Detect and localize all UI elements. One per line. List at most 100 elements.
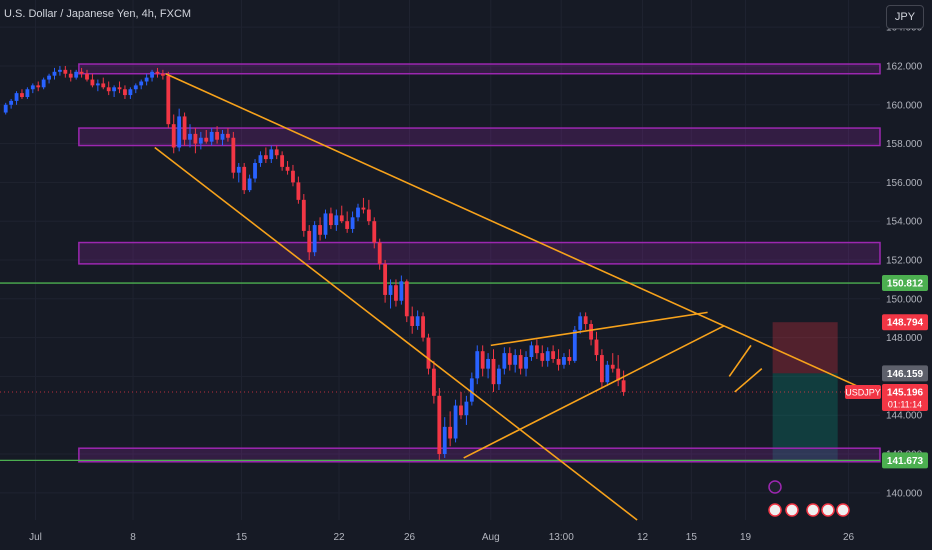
trendline bbox=[463, 325, 725, 459]
candle-body bbox=[410, 316, 415, 326]
candle-body bbox=[459, 405, 463, 416]
event-flag-icon bbox=[836, 503, 850, 517]
candle-body bbox=[274, 149, 279, 156]
candle-body bbox=[307, 230, 312, 253]
candle-body bbox=[594, 339, 599, 356]
candle-body bbox=[431, 368, 436, 396]
price-tag-label: 141.673 bbox=[887, 456, 924, 467]
y-tick-label: 148.000 bbox=[886, 333, 923, 344]
candle-body bbox=[30, 85, 35, 90]
candle-body bbox=[329, 213, 333, 226]
candle-body bbox=[350, 217, 355, 229]
y-tick-label: 144.000 bbox=[886, 411, 923, 422]
trendline bbox=[154, 146, 638, 521]
last-price-tag bbox=[882, 384, 928, 412]
candle-body bbox=[469, 378, 474, 402]
candle-body bbox=[583, 316, 588, 325]
y-tick-label: 152.000 bbox=[886, 256, 923, 267]
price-tag-label: 148.794 bbox=[887, 318, 924, 329]
event-flag-icon bbox=[821, 503, 835, 517]
candle-body bbox=[58, 69, 62, 72]
candle-body bbox=[372, 221, 377, 243]
candle-body bbox=[36, 85, 41, 88]
candle-body bbox=[155, 71, 160, 74]
candle-body bbox=[106, 87, 111, 92]
candle-body bbox=[41, 79, 46, 88]
x-tick-label: Aug bbox=[482, 532, 500, 543]
candle-body bbox=[383, 263, 388, 295]
candle-body bbox=[491, 358, 496, 385]
candle-body bbox=[318, 225, 322, 235]
x-tick-label: Jul bbox=[29, 532, 42, 543]
candle-body bbox=[399, 281, 404, 301]
candle-body bbox=[47, 75, 51, 80]
candle-body bbox=[415, 316, 420, 326]
candle-body bbox=[85, 73, 89, 80]
candle-body bbox=[366, 209, 371, 222]
y-tick-label: 162.000 bbox=[886, 61, 923, 72]
candle-body bbox=[253, 162, 257, 179]
candle-body bbox=[123, 89, 127, 96]
candle-body bbox=[497, 368, 501, 385]
candle-body bbox=[301, 199, 306, 231]
x-tick-label: 26 bbox=[843, 532, 855, 543]
candle-body bbox=[291, 170, 295, 183]
candle-body bbox=[263, 155, 268, 160]
candle-body bbox=[166, 75, 171, 125]
candle-body bbox=[610, 364, 615, 369]
candle-body bbox=[605, 364, 610, 383]
y-tick-label: 140.000 bbox=[886, 488, 923, 499]
x-tick-label: 22 bbox=[333, 532, 345, 543]
candle-body bbox=[247, 178, 252, 191]
candle-body bbox=[25, 89, 30, 98]
candle-body bbox=[361, 207, 366, 210]
candle-body bbox=[545, 351, 550, 361]
candle-body bbox=[345, 221, 350, 229]
x-tick-label: 12 bbox=[637, 532, 649, 543]
candle-body bbox=[502, 353, 507, 369]
price-tag bbox=[882, 314, 928, 331]
candle-body bbox=[589, 324, 593, 340]
candle-body bbox=[524, 357, 528, 369]
countdown-label: 01:11:14 bbox=[888, 400, 922, 410]
candle-body bbox=[133, 85, 138, 90]
candle-body bbox=[171, 124, 176, 148]
candle-body bbox=[209, 131, 214, 142]
candle-body bbox=[453, 405, 458, 439]
candle-body bbox=[144, 77, 149, 82]
candle-body bbox=[556, 358, 561, 365]
currency-button[interactable]: JPY bbox=[886, 5, 924, 29]
candle-body bbox=[600, 355, 604, 383]
candle-body bbox=[231, 137, 236, 173]
candle-body bbox=[160, 73, 165, 76]
candle-body bbox=[421, 316, 425, 338]
candle-body bbox=[215, 131, 219, 140]
candle-body bbox=[101, 83, 106, 88]
candle-body bbox=[236, 166, 241, 173]
candle-body bbox=[507, 353, 512, 365]
candle-body bbox=[448, 426, 453, 439]
event-flag-icon bbox=[768, 480, 782, 494]
candle-body bbox=[74, 71, 79, 78]
candle-body bbox=[475, 351, 480, 379]
price-tag bbox=[882, 275, 928, 292]
candle-body bbox=[480, 351, 485, 369]
candle-body bbox=[394, 285, 398, 301]
candle-body bbox=[79, 71, 84, 74]
candle-body bbox=[534, 345, 539, 354]
y-tick-label: 158.000 bbox=[886, 139, 923, 150]
candle-body bbox=[377, 242, 382, 264]
candle-body bbox=[280, 155, 285, 167]
x-tick-label: 15 bbox=[236, 532, 248, 543]
candle-body bbox=[442, 426, 447, 455]
candle-body bbox=[14, 93, 19, 101]
event-flag-icon bbox=[768, 503, 782, 517]
candle-body bbox=[9, 100, 14, 105]
trendline bbox=[490, 311, 708, 347]
x-tick-label: 26 bbox=[404, 532, 416, 543]
candle-body bbox=[540, 353, 545, 361]
candle-body bbox=[112, 87, 117, 92]
candle-body bbox=[388, 285, 393, 295]
candle-body bbox=[220, 133, 225, 140]
